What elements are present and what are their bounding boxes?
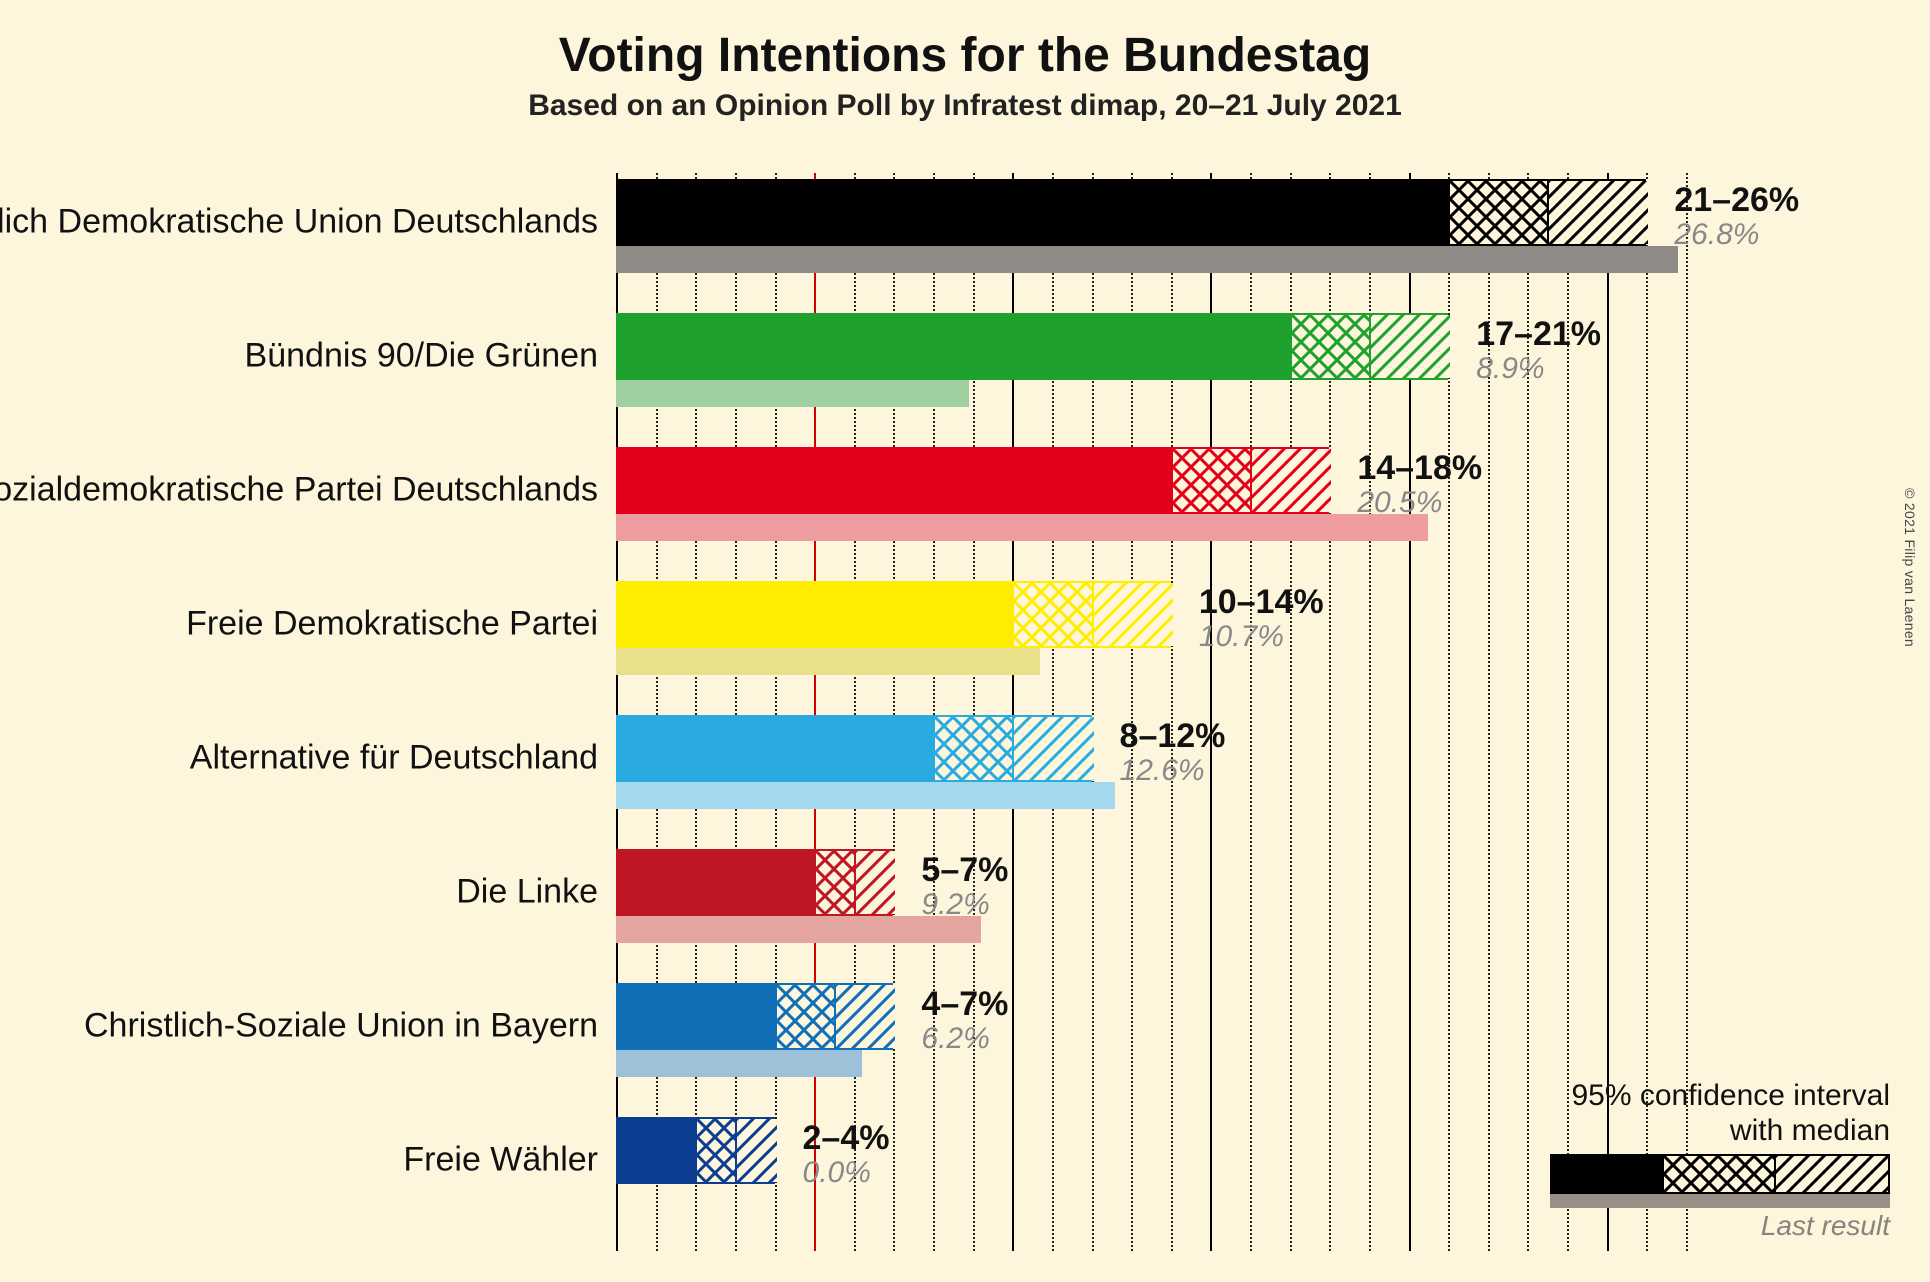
value-label: 4–7%6.2% (921, 987, 1008, 1054)
party-row: Freie Demokratische Partei10–14%10.7% (616, 581, 1686, 683)
bar-segment-solid (618, 1119, 697, 1182)
last-result-bar (616, 648, 1040, 675)
party-row: Christlich-Soziale Union in Bayern4–7%6.… (616, 983, 1686, 1085)
legend-seg-cross (1664, 1156, 1776, 1192)
party-row: Alternative für Deutschland8–12%12.6% (616, 715, 1686, 817)
bar-segment-crosshatch (1292, 315, 1371, 378)
range-text: 2–4% (803, 1121, 890, 1157)
party-label: Sozialdemokratische Partei Deutschlands (0, 471, 598, 510)
bar-segment-diagonal (737, 1119, 777, 1182)
bar-segment-solid (618, 315, 1292, 378)
range-bar (616, 1117, 775, 1184)
chart-area: Christlich Demokratische Union Deutschla… (616, 173, 1686, 1251)
bar-segment-crosshatch (935, 717, 1014, 780)
value-label: 17–21%8.9% (1476, 317, 1601, 384)
party-label: Bündnis 90/Die Grünen (245, 337, 598, 376)
range-text: 5–7% (921, 853, 1008, 889)
value-label: 10–14%10.7% (1199, 585, 1324, 652)
range-bar (616, 715, 1092, 782)
value-label: 21–26%26.8% (1674, 183, 1799, 250)
bar-segment-diagonal (1549, 181, 1648, 244)
legend-swatch (1550, 1154, 1890, 1194)
bar-segment-diagonal (836, 985, 895, 1048)
legend-seg-solid (1552, 1156, 1664, 1192)
last-text: 12.6% (1120, 755, 1226, 787)
bar-segment-solid (618, 985, 777, 1048)
bar-segment-diagonal (1371, 315, 1450, 378)
party-row: Freie Wähler2–4%0.0% (616, 1117, 1686, 1219)
plot-area: Christlich Demokratische Union Deutschla… (616, 173, 1686, 1251)
last-result-bar (616, 380, 969, 407)
bar-segment-crosshatch (1173, 449, 1252, 512)
party-label: Die Linke (456, 873, 598, 912)
value-label: 8–12%12.6% (1120, 719, 1226, 786)
value-label: 5–7%9.2% (921, 853, 1008, 920)
bar-segment-solid (618, 181, 1450, 244)
bar-segment-crosshatch (777, 985, 836, 1048)
bar-segment-solid (618, 717, 935, 780)
last-result-bar (616, 246, 1678, 273)
bar-segment-diagonal (856, 851, 896, 914)
chart-subtitle: Based on an Opinion Poll by Infratest di… (0, 89, 1930, 123)
legend-line-2: with median (1550, 1114, 1890, 1149)
last-result-bar (616, 782, 1115, 809)
party-label: Christlich-Soziale Union in Bayern (84, 1007, 598, 1046)
legend-last-swatch (1550, 1194, 1890, 1208)
bar-segment-crosshatch (1014, 583, 1093, 646)
bar-segment-diagonal (1094, 583, 1173, 646)
party-label: Alternative für Deutschland (190, 739, 598, 778)
range-bar (616, 849, 893, 916)
range-bar (616, 313, 1448, 380)
bar-segment-crosshatch (697, 1119, 737, 1182)
last-text: 20.5% (1357, 487, 1482, 519)
bar-segment-crosshatch (816, 851, 856, 914)
party-row: Christlich Demokratische Union Deutschla… (616, 179, 1686, 281)
last-result-bar (616, 514, 1428, 541)
bar-segment-crosshatch (1450, 181, 1549, 244)
bar-segment-diagonal (1252, 449, 1331, 512)
bar-segment-diagonal (1014, 717, 1093, 780)
range-text: 21–26% (1674, 183, 1799, 219)
party-row: Bündnis 90/Die Grünen17–21%8.9% (616, 313, 1686, 415)
last-text: 9.2% (921, 889, 1008, 921)
last-result-bar (616, 1050, 862, 1077)
range-bar (616, 983, 893, 1050)
range-bar (616, 179, 1646, 246)
bar-segment-solid (618, 449, 1173, 512)
range-bar (616, 447, 1329, 514)
legend-last-label: Last result (1550, 1210, 1890, 1242)
bar-segment-solid (618, 583, 1014, 646)
party-label: Freie Wähler (403, 1141, 598, 1180)
range-text: 4–7% (921, 987, 1008, 1023)
last-text: 6.2% (921, 1023, 1008, 1055)
chart-credit: © 2021 Filip van Laenen (1902, 488, 1918, 647)
party-label: Christlich Demokratische Union Deutschla… (0, 203, 598, 242)
party-label: Freie Demokratische Partei (186, 605, 598, 644)
value-label: 14–18%20.5% (1357, 451, 1482, 518)
value-label: 2–4%0.0% (803, 1121, 890, 1188)
bar-segment-solid (618, 851, 816, 914)
legend-seg-diag (1776, 1156, 1888, 1192)
last-text: 0.0% (803, 1157, 890, 1189)
range-text: 17–21% (1476, 317, 1601, 353)
legend: 95% confidence interval with median Last… (1550, 1079, 1890, 1242)
chart-title: Voting Intentions for the Bundestag (0, 28, 1930, 83)
range-text: 8–12% (1120, 719, 1226, 755)
last-text: 10.7% (1199, 621, 1324, 653)
party-row: Die Linke5–7%9.2% (616, 849, 1686, 951)
range-text: 10–14% (1199, 585, 1324, 621)
range-bar (616, 581, 1171, 648)
range-text: 14–18% (1357, 451, 1482, 487)
last-text: 26.8% (1674, 219, 1799, 251)
last-text: 8.9% (1476, 353, 1601, 385)
legend-line-1: 95% confidence interval (1550, 1079, 1890, 1114)
party-row: Sozialdemokratische Partei Deutschlands1… (616, 447, 1686, 549)
